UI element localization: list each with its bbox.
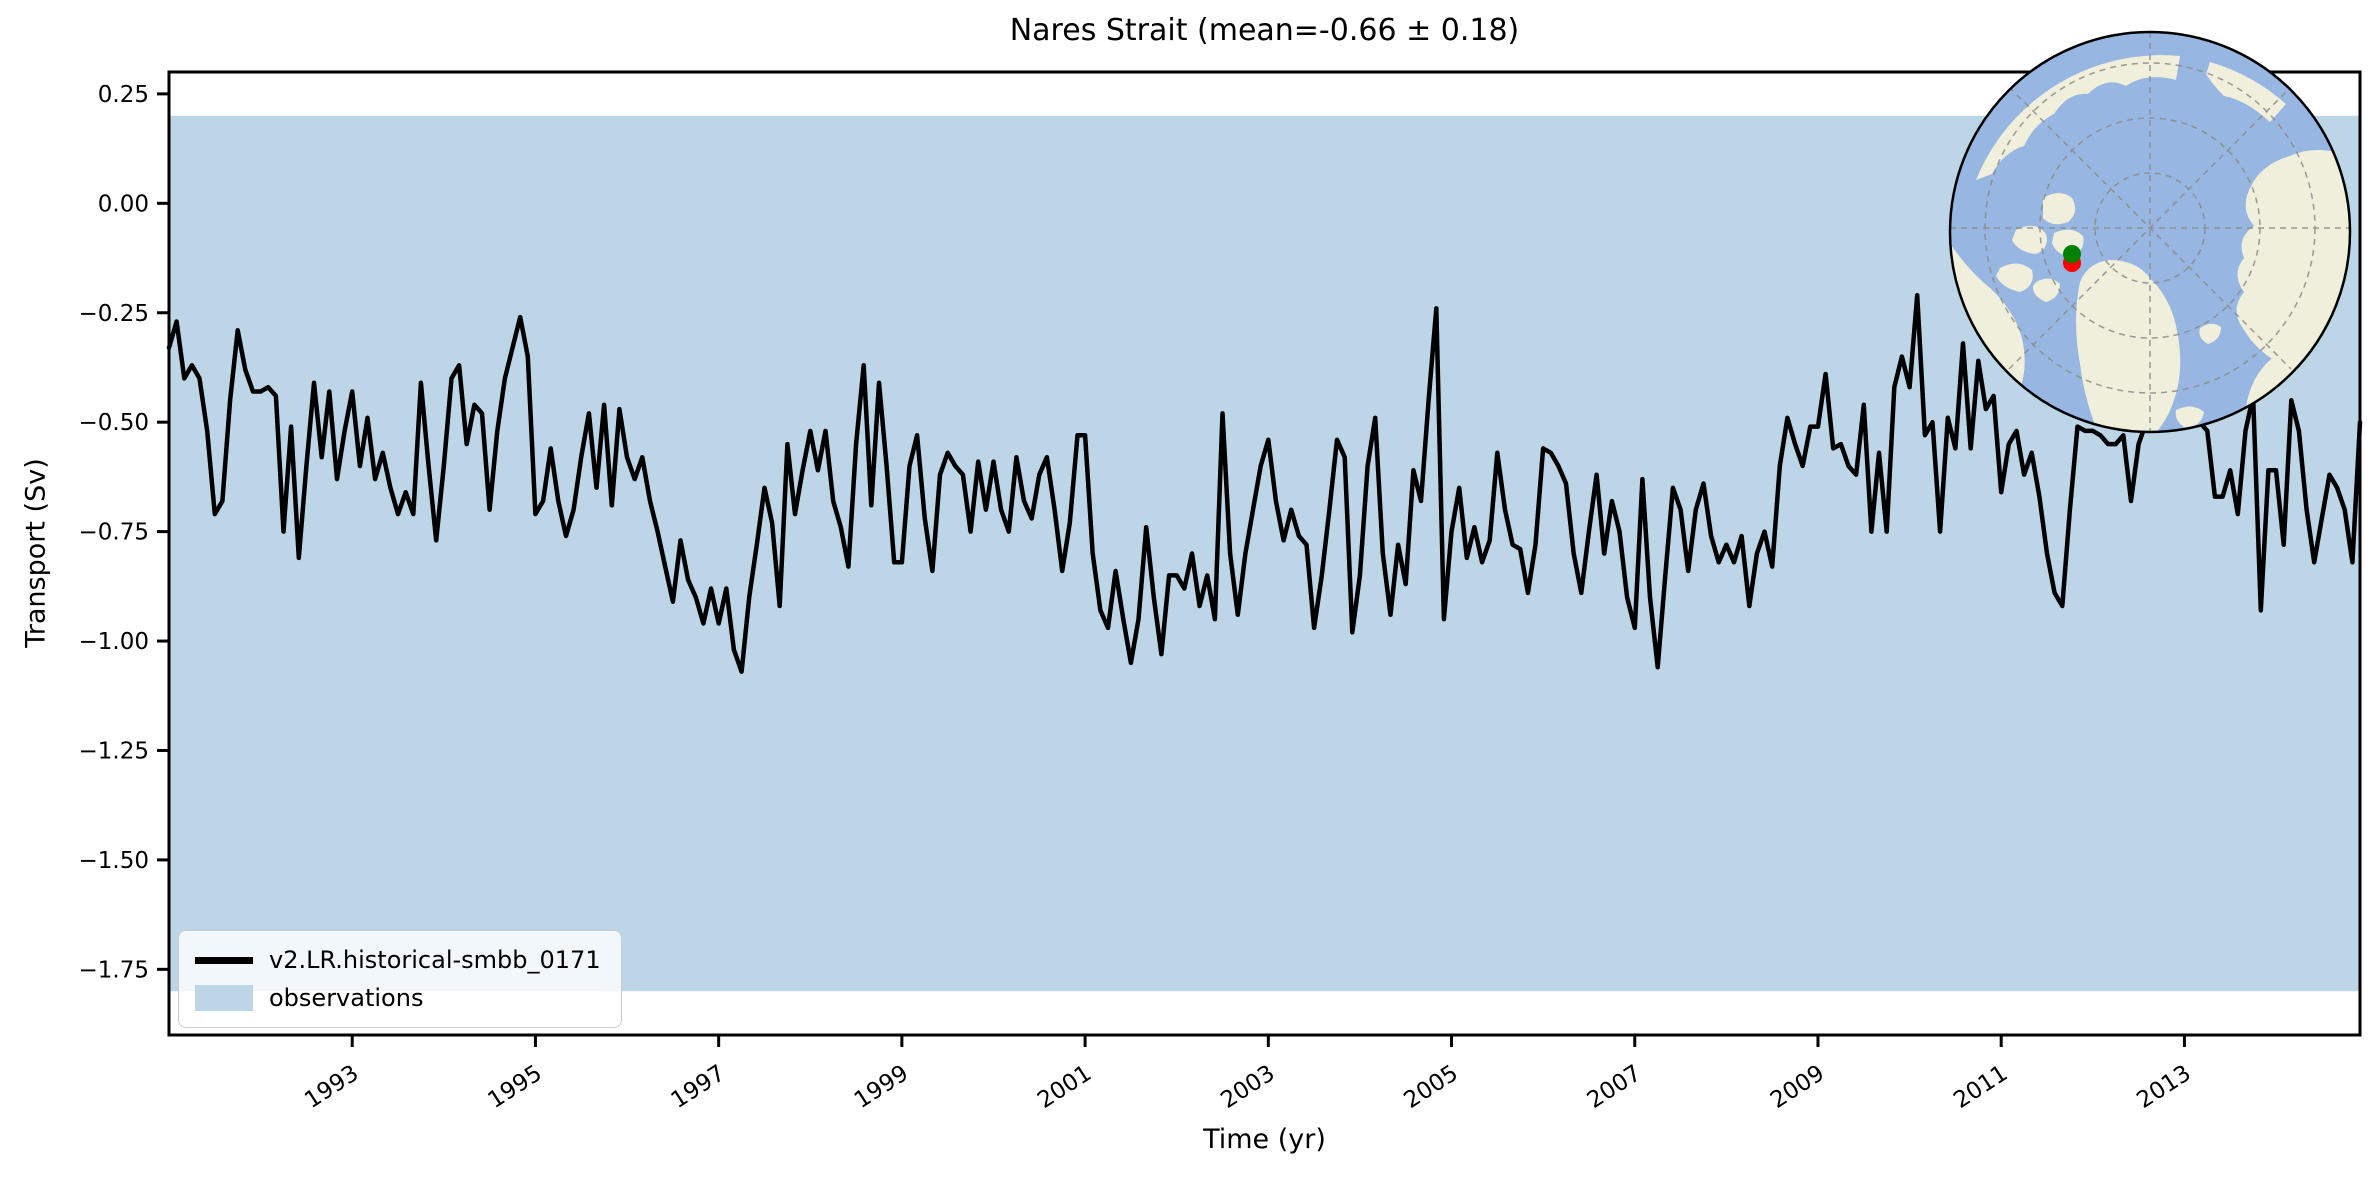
observations-patch-swatch bbox=[195, 985, 253, 1011]
chart-title: Nares Strait (mean=-0.66 ± 0.18) bbox=[1009, 13, 1520, 48]
model-timeseries-line bbox=[166, 292, 2363, 674]
x-tick-label: 2001 bbox=[1033, 1060, 1096, 1114]
x-tick-label: 1997 bbox=[667, 1060, 730, 1114]
land-arctic-island bbox=[2012, 225, 2047, 254]
x-tick-label: 1995 bbox=[483, 1060, 546, 1114]
y-tick-label: −0.25 bbox=[79, 301, 149, 327]
y-tick-label: −0.75 bbox=[79, 520, 149, 546]
land-siberia-chukotka bbox=[1976, 55, 2180, 180]
x-tick-label: 2009 bbox=[1766, 1060, 1829, 1114]
legend-label-model: v2.LR.historical-smbb_0171 bbox=[269, 946, 601, 974]
y-tick-label: −1.50 bbox=[79, 848, 149, 874]
arctic-polar-inset-map bbox=[1948, 30, 2352, 434]
x-axis-ticks: 1993 1995 1997 1999 2001 2003 2005 2007 2009 2011… bbox=[300, 1035, 2196, 1114]
x-tick-label: 2007 bbox=[1583, 1060, 1646, 1114]
land-canada-mainland bbox=[1950, 245, 2025, 402]
land-arctic-island bbox=[1996, 263, 2033, 292]
x-tick-label: 2005 bbox=[1400, 1060, 1463, 1114]
x-tick-label: 1993 bbox=[300, 1060, 363, 1114]
y-tick-label: 0.25 bbox=[98, 82, 149, 108]
land-svalbard bbox=[2199, 323, 2221, 344]
x-tick-label: 2003 bbox=[1216, 1060, 1279, 1114]
land-arctic-island bbox=[2043, 193, 2076, 225]
x-tick-label: 1999 bbox=[850, 1060, 913, 1114]
land-arctic-island bbox=[2032, 278, 2060, 302]
legend-label-observations: observations bbox=[269, 984, 424, 1012]
y-tick-label: 0.00 bbox=[98, 191, 149, 217]
y-axis-label: Transport (Sv) bbox=[20, 458, 52, 648]
legend-item-observations: observations bbox=[195, 983, 601, 1013]
land-iceland bbox=[2175, 406, 2204, 428]
axes-spines bbox=[167, 70, 2362, 1037]
map-border-circle bbox=[1948, 30, 2352, 434]
y-tick-label: −0.50 bbox=[79, 410, 149, 436]
legend: v2.LR.historical-smbb_0171 observations bbox=[178, 930, 622, 1028]
y-tick-label: −1.75 bbox=[79, 957, 149, 983]
model-line-swatch bbox=[195, 956, 253, 964]
x-tick-label: 2011 bbox=[1949, 1060, 2012, 1114]
green-location-marker bbox=[2063, 245, 2081, 263]
land-alaska bbox=[2206, 62, 2286, 122]
x-tick-label: 2013 bbox=[2132, 1060, 2195, 1114]
legend-item-model: v2.LR.historical-smbb_0171 bbox=[195, 945, 601, 975]
x-axis-label: Time (yr) bbox=[1203, 1124, 1326, 1155]
y-axis-ticks: 0.25 0.00 −0.25 −0.50 −0.75 −1.00 −1.25 −1.50 −1… bbox=[79, 82, 169, 983]
land-greenland bbox=[2076, 260, 2181, 432]
y-tick-label: −1.00 bbox=[79, 629, 149, 655]
map-graticule bbox=[1950, 32, 2350, 432]
y-tick-label: −1.25 bbox=[79, 738, 149, 764]
